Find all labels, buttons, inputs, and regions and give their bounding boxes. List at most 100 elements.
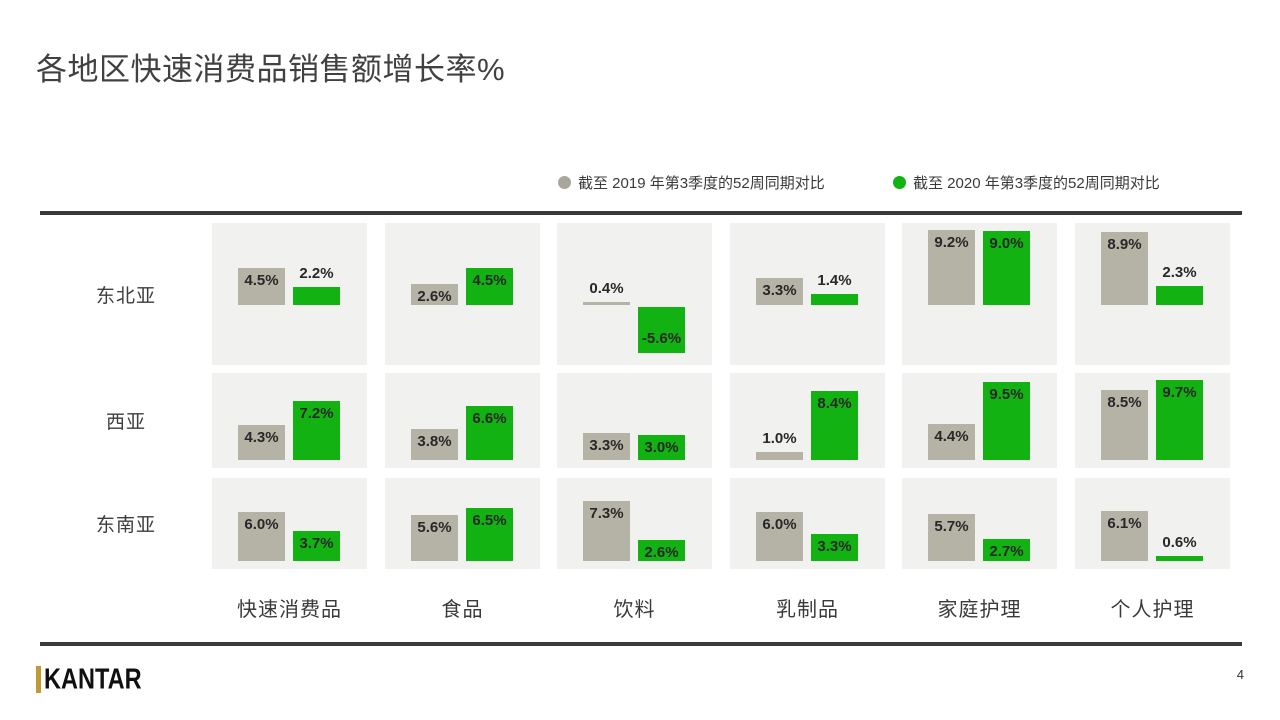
- bar-2020: [1156, 380, 1203, 460]
- bar-value-label: 3.3%: [589, 437, 624, 454]
- legend-label-2019: 截至 2019 年第3季度的52周同期对比: [578, 174, 825, 192]
- bar-value-label: 6.5%: [472, 512, 507, 529]
- kantar-logo-text: KANTAR: [44, 662, 142, 695]
- bar-2020: [811, 391, 858, 460]
- bar-value-label: 3.3%: [762, 282, 797, 299]
- bar-2019: [928, 230, 975, 305]
- chart-cell: 4.3% 7.2%: [212, 373, 367, 468]
- bar-2020: [293, 401, 340, 460]
- bar-2020: [811, 294, 858, 305]
- bar-2019: [583, 433, 630, 460]
- bar-2020: [466, 508, 513, 561]
- category-label: 快速消费品: [237, 598, 342, 621]
- bar-value-label: 7.3%: [589, 505, 624, 522]
- bar-2020: [638, 435, 685, 460]
- bar-2019: [928, 514, 975, 561]
- bar-value-label: 9.2%: [934, 234, 969, 251]
- bar-2019: [756, 512, 803, 561]
- bar-value-label: 2.7%: [989, 543, 1024, 560]
- chart-cell: 6.1% 0.6%: [1075, 478, 1230, 569]
- bar-value-label: 6.6%: [472, 410, 507, 427]
- chart-cell: 4.4% 9.5%: [902, 373, 1057, 468]
- bar-value-label: 4.3%: [244, 429, 279, 446]
- chart-cell: 4.5% 2.2%: [212, 223, 367, 365]
- bar-value-label: 3.3%: [817, 538, 852, 555]
- chart-cell: 6.0% 3.3%: [730, 478, 885, 569]
- legend-dot-2020-icon: [893, 175, 906, 189]
- bar-value-label: 4.4%: [934, 428, 969, 445]
- bar-value-label: 9.7%: [1162, 384, 1197, 401]
- bar-2020: [638, 307, 685, 353]
- bar-2019: [1101, 232, 1148, 305]
- bar-2019: [928, 424, 975, 460]
- bar-value-label: 2.2%: [299, 265, 334, 282]
- bar-value-label: 8.4%: [817, 395, 852, 412]
- bar-value-label: 8.9%: [1107, 236, 1142, 253]
- bar-value-label: 2.3%: [1162, 264, 1197, 281]
- bar-value-label: 0.4%: [589, 280, 624, 297]
- bar-value-label: 6.0%: [244, 516, 279, 533]
- kantar-logo-gold-bar-icon: [36, 665, 41, 693]
- bar-2020: [1156, 286, 1203, 305]
- page-number: 4: [1236, 667, 1244, 682]
- bar-2019: [411, 284, 458, 305]
- bar-value-label: 4.5%: [244, 272, 279, 289]
- bar-value-label: 4.5%: [472, 272, 507, 289]
- category-label: 食品: [441, 598, 484, 621]
- bar-value-label: 1.0%: [762, 430, 797, 447]
- bar-value-label: 2.6%: [644, 544, 679, 561]
- legend-item-2019: 截至 2019 年第3季度的52周同期对比: [558, 171, 825, 193]
- bar-2019: [583, 501, 630, 561]
- bar-value-label: 3.0%: [644, 439, 679, 456]
- bar-2019: [238, 268, 285, 305]
- bar-2020: [293, 287, 340, 305]
- bar-2019: [583, 302, 630, 305]
- bar-value-label: 9.0%: [989, 235, 1024, 252]
- bar-value-label: 7.2%: [299, 405, 334, 422]
- chart-cell: 9.2% 9.0%: [902, 223, 1057, 365]
- chart-cell: 3.3% 3.0%: [557, 373, 712, 468]
- row-label: 东北亚: [95, 285, 156, 307]
- bar-value-label: 1.4%: [817, 272, 852, 289]
- chart-cell: 6.0% 3.7%: [212, 478, 367, 569]
- category-label: 乳制品: [776, 598, 839, 621]
- bar-2020: [811, 534, 858, 561]
- bar-2020: [983, 382, 1030, 460]
- legend-label-2020: 截至 2020 年第3季度的52周同期对比: [913, 174, 1160, 192]
- chart-cell: 1.0% 8.4%: [730, 373, 885, 468]
- bar-value-label: -5.6%: [641, 330, 682, 347]
- bar-2020: [293, 531, 340, 561]
- bar-value-label: 5.6%: [417, 519, 452, 536]
- top-divider: [40, 211, 1242, 215]
- page-title: 各地区快速消费品销售额增长率%: [36, 52, 506, 87]
- chart-cell: 3.8% 6.6%: [385, 373, 540, 468]
- bar-value-label: 3.8%: [417, 433, 452, 450]
- chart-cell: 3.3% 1.4%: [730, 223, 885, 365]
- chart-cell: 7.3% 2.6%: [557, 478, 712, 569]
- bar-value-label: 9.5%: [989, 386, 1024, 403]
- kantar-logo: KANTAR: [36, 662, 160, 695]
- bar-value-label: 5.7%: [934, 518, 969, 535]
- bar-2020: [638, 540, 685, 561]
- legend-item-2020: 截至 2020 年第3季度的52周同期对比: [893, 171, 1160, 193]
- bar-2019: [411, 515, 458, 561]
- chart-cell: 5.7% 2.7%: [902, 478, 1057, 569]
- chart-cell: 0.4% -5.6%: [557, 223, 712, 365]
- bar-2020: [466, 406, 513, 460]
- bar-2020: [983, 231, 1030, 305]
- bar-value-label: 6.1%: [1107, 515, 1142, 532]
- bar-value-label: 0.6%: [1162, 534, 1197, 551]
- category-label: 家庭护理: [937, 598, 1022, 621]
- bar-value-label: 6.0%: [762, 516, 797, 533]
- bar-2019: [756, 452, 803, 460]
- bar-2020: [466, 268, 513, 305]
- chart-cell: 2.6% 4.5%: [385, 223, 540, 365]
- bar-2019: [1101, 511, 1148, 561]
- bar-value-label: 2.6%: [417, 288, 452, 305]
- bar-2019: [411, 429, 458, 460]
- row-label: 西亚: [105, 412, 146, 433]
- bar-2019: [238, 425, 285, 460]
- bar-2020: [1156, 556, 1203, 561]
- chart-cell: 5.6% 6.5%: [385, 478, 540, 569]
- bar-value-label: 8.5%: [1107, 394, 1142, 411]
